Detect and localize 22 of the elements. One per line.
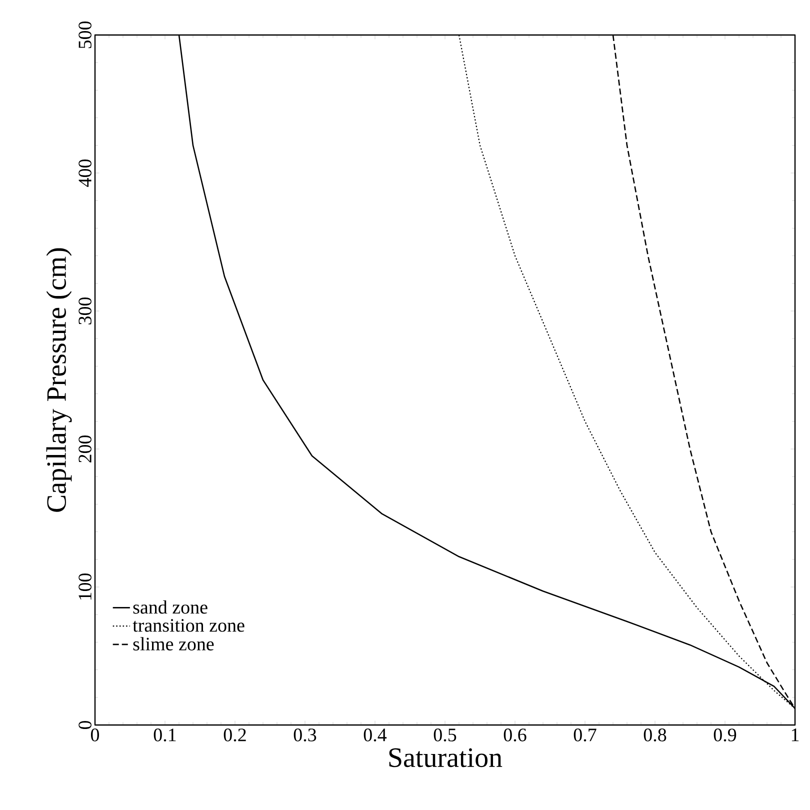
x-axis-title: Saturation [389,748,502,768]
x-tick-label: 0.3 [294,728,316,742]
x-tick-label: 0.6 [504,728,526,742]
y-tick-label: 400 [78,159,92,187]
y-tick-label: 200 [78,435,92,462]
x-tick-label: 0.2 [224,728,246,742]
x-tick-label: 0.4 [364,728,387,742]
y-axis-title: Capillary Pressure (cm) [46,248,72,512]
legend-label: slime zone [133,637,214,650]
legend-label: sand zone [133,600,208,614]
x-tick-label: 0.9 [714,728,736,742]
y-tick-label: 0 [78,720,92,730]
y-tick-label: 100 [78,573,92,600]
y-tick-label: 300 [78,297,92,324]
x-tick-label: 0 [90,728,100,742]
x-tick-label: 0.5 [434,728,456,742]
x-tick-label: 0.7 [574,728,596,742]
x-tick-label: 1 [792,728,799,742]
legend-label: transition zone [132,619,244,632]
x-tick-label: 0.8 [644,728,666,742]
y-tick-label: 500 [78,21,92,48]
x-tick-label: 0.1 [154,728,176,742]
